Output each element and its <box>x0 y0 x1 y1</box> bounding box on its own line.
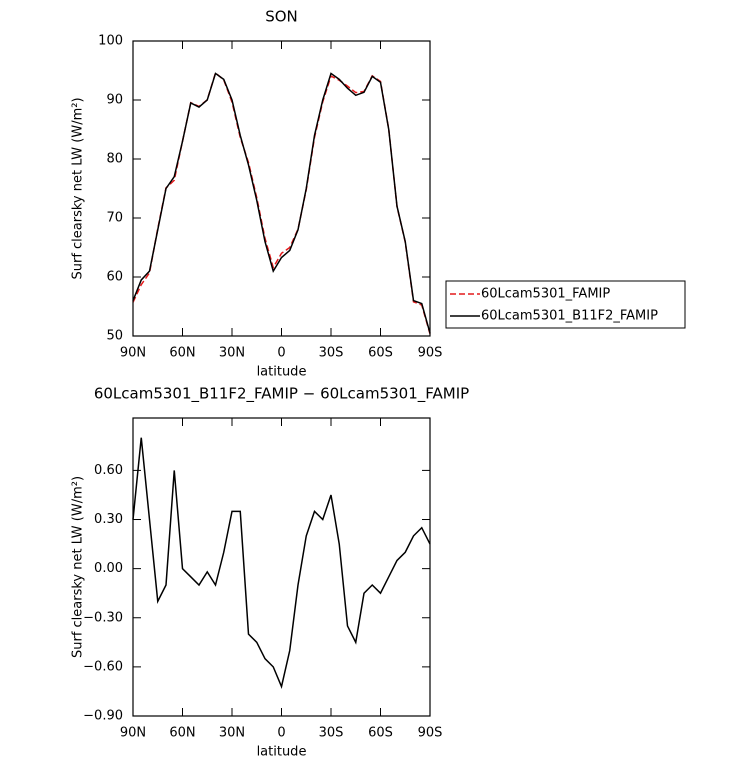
legend-box <box>445 280 686 329</box>
y-tick-label: 90 <box>106 93 123 108</box>
chart-title: 60Lcam5301_B11F2_FAMIP − 60Lcam5301_FAMI… <box>94 385 469 404</box>
y-tick-label: 60 <box>106 270 123 285</box>
y-tick-label: 70 <box>106 211 123 226</box>
y-tick-label: 80 <box>106 152 123 167</box>
plot-frame <box>132 40 431 337</box>
x-axis-label: latitude <box>257 745 307 760</box>
y-tick-label: −0.60 <box>83 659 123 674</box>
x-tick-label: 30S <box>319 346 344 361</box>
y-tick-label: 0.60 <box>94 463 123 478</box>
y-tick-label: 50 <box>106 329 123 344</box>
x-tick-label: 30N <box>219 346 245 361</box>
data-line <box>132 72 431 334</box>
x-tick-label: 30N <box>219 726 245 741</box>
y-tick-label: −0.90 <box>83 709 123 724</box>
x-tick-label: 60S <box>368 346 393 361</box>
x-tick-label: 60N <box>169 346 195 361</box>
y-axis-label: Surf clearsky net LW (W/m²) <box>71 476 86 658</box>
x-tick-label: 90S <box>418 346 443 361</box>
x-tick-label: 30S <box>319 726 344 741</box>
y-axis-label: Surf clearsky net LW (W/m²) <box>71 97 86 279</box>
x-tick-label: 90S <box>418 726 443 741</box>
x-tick-label: 90N <box>120 346 146 361</box>
x-tick-label: 0 <box>277 346 285 361</box>
x-tick-label: 90N <box>120 726 146 741</box>
chart-title: SON <box>265 8 298 26</box>
y-tick-label: 0.00 <box>94 561 123 576</box>
legend-label: 60Lcam5301_B11F2_FAMIP <box>481 309 658 324</box>
x-tick-label: 0 <box>277 726 285 741</box>
y-tick-label: −0.30 <box>83 610 123 625</box>
x-axis-label: latitude <box>257 365 307 380</box>
y-tick-label: 0.30 <box>94 512 123 527</box>
data-line <box>132 437 431 689</box>
y-tick-label: 100 <box>98 34 123 49</box>
plot-frame <box>132 417 431 717</box>
x-tick-label: 60N <box>169 726 195 741</box>
legend-label: 60Lcam5301_FAMIP <box>481 287 610 302</box>
x-tick-label: 60S <box>368 726 393 741</box>
